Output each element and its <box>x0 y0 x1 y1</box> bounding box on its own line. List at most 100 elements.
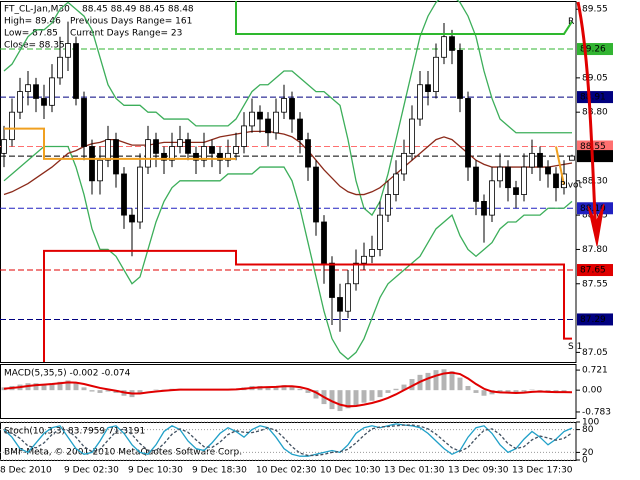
candle-body <box>345 283 351 312</box>
candle-body <box>113 139 119 175</box>
macd-bar <box>137 390 143 393</box>
macd-bar <box>529 389 535 391</box>
macd-bar <box>521 390 527 392</box>
candle-body <box>449 36 455 51</box>
candle-body <box>529 152 535 168</box>
pivot-line <box>235 1 573 35</box>
x-tick-label: 13 Dec 01:30 <box>384 466 445 476</box>
level-label-box <box>577 140 613 153</box>
x-tick-label: 9 Dec 18:30 <box>192 466 247 476</box>
pivot-line <box>4 127 565 186</box>
macd-bar <box>537 390 543 391</box>
level-label: 87.65 <box>580 266 606 276</box>
info-text: High= 89.46 <box>4 17 61 27</box>
y-tick-label: 20 <box>582 448 594 458</box>
candle-body <box>121 173 127 216</box>
candle-body <box>33 84 39 99</box>
y-tick-label: 87.05 <box>582 348 608 358</box>
y-tick-label: 0 <box>582 456 588 466</box>
level-label: 87.29 <box>580 315 606 325</box>
candle-body <box>233 146 239 154</box>
signal-line <box>3 371 573 408</box>
candle-body <box>497 166 503 182</box>
candle-body <box>473 166 479 202</box>
candle-body <box>209 146 215 154</box>
macd-bar <box>73 383 79 391</box>
macd-bar <box>385 390 391 393</box>
candle-body <box>137 166 143 223</box>
candle-body <box>457 50 463 99</box>
candle-body <box>9 111 15 141</box>
macd-bar <box>401 384 407 391</box>
candle-body <box>217 152 223 161</box>
indicator-line <box>3 130 573 196</box>
y-tick-label: 88.30 <box>582 176 608 186</box>
chart-title: FT_CL-Jan,M30 <box>4 5 70 15</box>
candle-body <box>553 173 559 189</box>
macd-bar <box>465 385 471 391</box>
ohlc-label: 88.45 88.49 88.45 88.48 <box>82 5 194 15</box>
stoch-line <box>3 423 573 457</box>
candle-body <box>401 152 407 175</box>
x-tick-label: 9 Dec 02:30 <box>64 466 119 476</box>
candle-body <box>265 118 271 134</box>
candle-body <box>97 159 103 182</box>
candle-body <box>161 152 167 161</box>
candle-body <box>25 84 31 92</box>
candle-body <box>257 111 263 120</box>
y-tick-label: 88.80 <box>582 108 608 118</box>
candle-body <box>129 214 135 223</box>
candle-body <box>241 125 247 147</box>
y-tick-label: 0.721 <box>582 366 608 376</box>
candle-body <box>313 166 319 223</box>
indicator-line <box>3 0 572 217</box>
candle-body <box>185 139 191 154</box>
candle-body <box>337 297 343 312</box>
candle-body <box>417 84 423 120</box>
candle-body <box>193 152 199 161</box>
level-label-box <box>577 91 613 104</box>
candle-body <box>425 84 431 92</box>
level-label-box <box>577 264 613 277</box>
macd-bar <box>513 390 519 394</box>
candle-body <box>385 194 391 216</box>
candle-body <box>433 56 439 92</box>
macd-bar <box>457 377 463 391</box>
macd-bar <box>473 390 479 393</box>
pivot-label: R <box>568 17 574 27</box>
candle-body <box>105 139 111 161</box>
macd-bar <box>409 379 415 391</box>
candle-body <box>409 118 415 154</box>
macd-bar <box>49 383 55 391</box>
macd-bar <box>305 390 311 393</box>
candle-body <box>1 139 7 154</box>
macd-bar <box>89 390 95 392</box>
macd-bar <box>481 390 487 396</box>
macd-bar <box>97 390 103 393</box>
candle-body <box>353 262 359 285</box>
macd-bar <box>441 369 447 391</box>
candle-body <box>377 214 383 250</box>
candle-body <box>481 201 487 216</box>
macd-bar <box>153 389 159 391</box>
pivot-label: Pivot <box>560 180 583 190</box>
candle-body <box>177 139 183 147</box>
macd-bar <box>273 385 279 391</box>
candle-body <box>489 180 495 216</box>
y-tick-label: 80 <box>582 425 594 435</box>
info-text: Previous Days Range= 161 <box>70 17 192 27</box>
level-label-box <box>577 313 613 326</box>
macd-bar <box>505 390 511 393</box>
macd-bar <box>313 390 319 399</box>
macd-bar <box>361 390 367 403</box>
indicator-line <box>3 145 573 361</box>
candle-body <box>545 166 551 175</box>
candle-body <box>305 139 311 168</box>
macd-bar <box>65 380 71 391</box>
pivot-line <box>43 249 572 362</box>
candle-body <box>81 98 87 147</box>
candle-body <box>297 118 303 141</box>
candle-body <box>289 98 295 120</box>
x-tick-label: 10 Dec 10:30 <box>320 466 381 476</box>
